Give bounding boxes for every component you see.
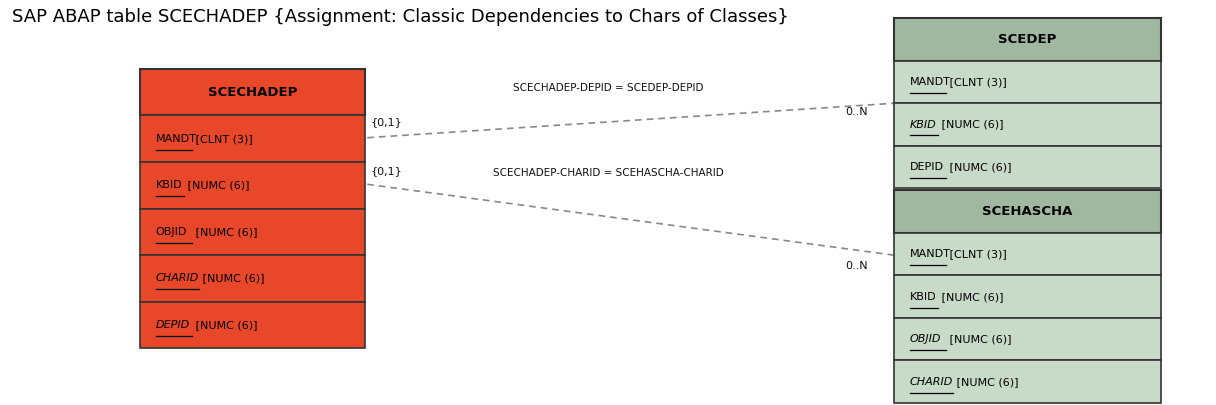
Text: SCECHADEP-CHARID = SCEHASCHA-CHARID: SCECHADEP-CHARID = SCEHASCHA-CHARID	[492, 168, 724, 178]
Text: [NUMC (6)]: [NUMC (6)]	[946, 334, 1010, 344]
Bar	[140, 302, 365, 348]
Text: SCEDEP: SCEDEP	[998, 33, 1057, 46]
Text: DEPID: DEPID	[910, 162, 944, 172]
Text: 0..N: 0..N	[845, 261, 868, 271]
Text: [NUMC (6)]: [NUMC (6)]	[192, 227, 257, 237]
Bar	[894, 61, 1161, 103]
Text: SCECHADEP: SCECHADEP	[208, 85, 297, 99]
Bar	[140, 115, 365, 162]
Text: [CLNT (3)]: [CLNT (3)]	[946, 77, 1007, 87]
Text: KBID: KBID	[156, 180, 182, 190]
Text: [CLNT (3)]: [CLNT (3)]	[192, 134, 253, 144]
Text: {0,1}: {0,1}	[371, 166, 402, 176]
Text: MANDT: MANDT	[156, 134, 197, 144]
Bar	[140, 162, 365, 209]
Text: DEPID: DEPID	[156, 320, 190, 330]
Text: KBID: KBID	[910, 119, 936, 130]
Text: CHARID: CHARID	[910, 377, 953, 387]
Text: MANDT: MANDT	[910, 77, 951, 87]
Bar	[140, 69, 365, 115]
Text: [NUMC (6)]: [NUMC (6)]	[192, 320, 257, 330]
Bar	[894, 275, 1161, 318]
Text: [NUMC (6)]: [NUMC (6)]	[185, 180, 250, 190]
Text: {0,1}: {0,1}	[371, 117, 402, 128]
Text: [NUMC (6)]: [NUMC (6)]	[946, 162, 1010, 172]
Text: MANDT: MANDT	[910, 249, 951, 259]
Bar	[894, 233, 1161, 275]
Bar	[140, 209, 365, 255]
Bar	[894, 360, 1161, 403]
Text: [NUMC (6)]: [NUMC (6)]	[199, 273, 264, 283]
Bar	[140, 255, 365, 302]
Text: SCEHASCHA: SCEHASCHA	[983, 205, 1073, 218]
Text: CHARID: CHARID	[156, 273, 199, 283]
Bar	[894, 103, 1161, 146]
Text: [NUMC (6)]: [NUMC (6)]	[939, 292, 1004, 302]
Bar	[894, 146, 1161, 188]
Text: [CLNT (3)]: [CLNT (3)]	[946, 249, 1007, 259]
Text: SAP ABAP table SCECHADEP {Assignment: Classic Dependencies to Chars of Classes}: SAP ABAP table SCECHADEP {Assignment: Cl…	[12, 8, 789, 26]
Text: OBJID: OBJID	[156, 227, 187, 237]
Text: KBID: KBID	[910, 292, 936, 302]
Text: SCECHADEP-DEPID = SCEDEP-DEPID: SCECHADEP-DEPID = SCEDEP-DEPID	[513, 83, 703, 93]
Text: [NUMC (6)]: [NUMC (6)]	[939, 119, 1004, 130]
Text: OBJID: OBJID	[910, 334, 941, 344]
Bar	[894, 190, 1161, 233]
Bar	[894, 18, 1161, 61]
Text: 0..N: 0..N	[845, 107, 868, 117]
Text: [NUMC (6)]: [NUMC (6)]	[953, 377, 1018, 387]
Bar	[894, 318, 1161, 360]
